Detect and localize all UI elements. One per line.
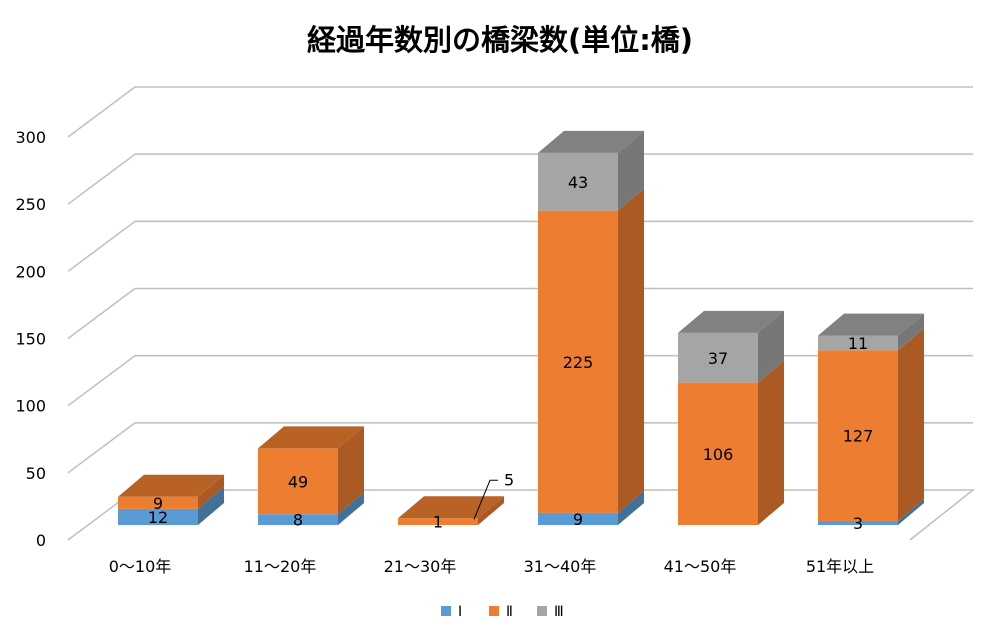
bar-side — [758, 360, 784, 525]
bar-segment — [118, 496, 198, 509]
y-tick-label: 50 — [26, 464, 46, 483]
bar-top — [398, 496, 504, 519]
bar-top — [818, 313, 924, 336]
bar-side — [618, 188, 644, 513]
bar-segment — [538, 152, 618, 211]
legend-label: Ⅲ — [554, 604, 564, 620]
bar-side — [198, 486, 224, 525]
bar-side — [898, 313, 924, 351]
legend-swatch — [441, 606, 451, 616]
y-axis: 0 50 100 150 200 250 300 — [15, 128, 46, 550]
data-label: 9 — [153, 494, 163, 513]
y-tick-label: 0 — [36, 531, 46, 550]
data-label: 8 — [293, 511, 303, 530]
data-label: 1 — [433, 513, 443, 532]
y-tick-label: 250 — [15, 195, 46, 214]
bar-segment — [818, 335, 898, 351]
y-tick-label: 200 — [15, 262, 46, 281]
bar-top — [258, 426, 364, 449]
data-label: 9 — [573, 510, 583, 529]
bar-side — [618, 490, 644, 525]
bar-segment — [538, 512, 618, 525]
callout-line — [473, 479, 498, 520]
bar-segment — [818, 520, 898, 525]
x-tick-label: 0～10年 — [109, 557, 172, 576]
x-axis: 0～10年 11～20年 21～30年 31～40年 41～50年 51年以上 — [109, 557, 874, 576]
x-tick-label: 11～20年 — [244, 557, 317, 576]
bar-segment — [398, 518, 478, 525]
gridline — [67, 153, 973, 205]
x-tick-label: 21～30年 — [384, 557, 457, 576]
bar-side — [338, 426, 364, 515]
bar-segment — [258, 448, 338, 515]
data-label: 11 — [848, 334, 868, 353]
data-label: 225 — [563, 353, 594, 372]
bar-segment — [538, 210, 618, 513]
callout-label: 5 — [504, 470, 514, 489]
bar-side — [898, 498, 924, 525]
bar-top — [538, 130, 644, 153]
bar-segment — [818, 350, 898, 521]
gridlines — [67, 86, 976, 541]
data-label: 127 — [843, 427, 874, 446]
data-label: 43 — [568, 173, 588, 192]
bar-side — [478, 496, 504, 525]
data-label: 3 — [853, 514, 863, 533]
bar-segment — [258, 514, 338, 525]
bar-segment — [678, 382, 758, 525]
y-tick-label: 150 — [15, 330, 46, 349]
bar-side — [338, 492, 364, 525]
bar-side — [198, 474, 224, 509]
bar-segment — [678, 332, 758, 383]
legend: Ⅰ Ⅱ Ⅲ — [441, 604, 564, 620]
y-tick-label: 100 — [15, 397, 46, 416]
legend-label: Ⅰ — [458, 604, 462, 620]
bar-top — [118, 474, 224, 497]
legend-swatch — [489, 606, 499, 616]
legend-label: Ⅱ — [506, 604, 513, 620]
data-label: 12 — [148, 508, 168, 527]
bar-side — [618, 130, 644, 211]
bar-top — [678, 310, 784, 333]
y-tick-label: 300 — [15, 128, 46, 147]
bar-side — [898, 328, 924, 521]
legend-swatch — [537, 606, 547, 616]
bar-segment — [118, 508, 198, 525]
bar-side — [758, 310, 784, 383]
gridline — [67, 287, 973, 340]
data-label: 37 — [708, 349, 728, 368]
gridline — [67, 86, 973, 138]
x-tick-label: 41～50年 — [664, 557, 737, 576]
chart-title: 経過年数別の橋梁数(単位:橋) — [307, 23, 693, 57]
x-tick-label: 51年以上 — [806, 557, 874, 576]
x-tick-label: 31～40年 — [524, 557, 597, 576]
gridline — [67, 220, 973, 272]
data-label: 49 — [288, 472, 308, 491]
data-label: 106 — [703, 445, 734, 464]
